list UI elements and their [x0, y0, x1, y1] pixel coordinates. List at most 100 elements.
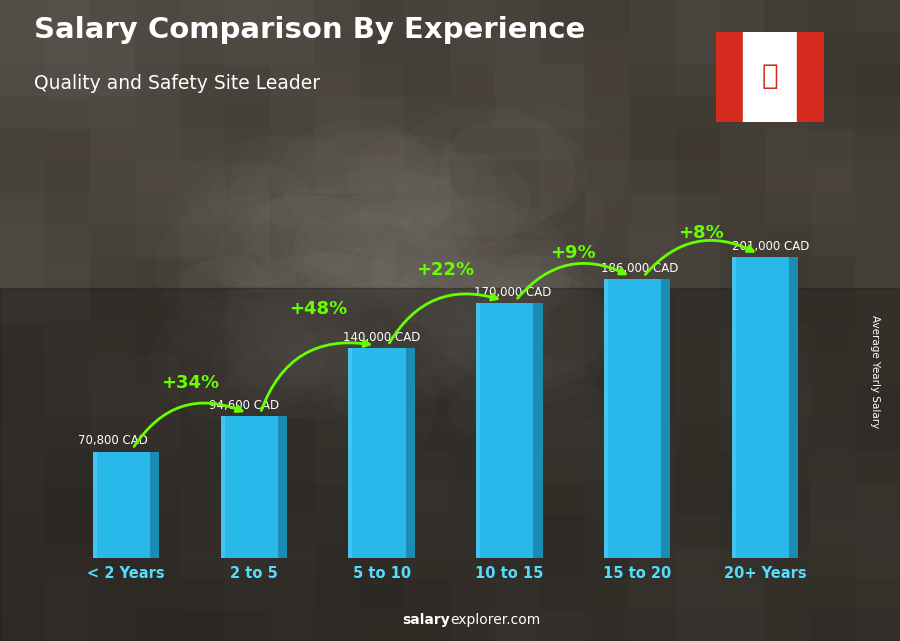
Bar [855, 224, 900, 256]
Bar [225, 288, 270, 320]
Bar [585, 449, 630, 481]
Bar [630, 577, 675, 609]
Circle shape [205, 133, 331, 223]
Bar [540, 513, 585, 545]
Bar [405, 320, 450, 353]
Bar [270, 417, 315, 449]
Bar [270, 0, 315, 32]
Bar [360, 224, 405, 256]
Text: explorer.com: explorer.com [450, 613, 540, 627]
Text: Average Yearly Salary: Average Yearly Salary [869, 315, 880, 428]
Bar [225, 32, 270, 64]
Bar [225, 96, 270, 128]
Circle shape [167, 292, 332, 408]
Bar [855, 192, 900, 224]
Bar [630, 64, 675, 96]
Bar [45, 577, 90, 609]
Bar [315, 224, 360, 256]
Bar [630, 385, 675, 417]
Bar [90, 545, 135, 577]
Bar [0, 320, 45, 353]
Bar [742, 32, 796, 122]
Bar [225, 513, 270, 545]
Text: +34%: +34% [161, 374, 219, 392]
Circle shape [210, 185, 274, 230]
Bar [810, 320, 855, 353]
Bar [720, 353, 765, 385]
Bar [135, 256, 180, 288]
Bar [315, 32, 360, 64]
Bar [765, 577, 810, 609]
Bar [0, 417, 45, 449]
Bar [135, 32, 180, 64]
Bar [604, 279, 608, 558]
Bar [585, 353, 630, 385]
Bar [732, 257, 798, 558]
Bar [135, 96, 180, 128]
Text: Salary Comparison By Experience: Salary Comparison By Experience [34, 16, 586, 44]
Bar [135, 385, 180, 417]
Bar [225, 128, 270, 160]
Bar [270, 64, 315, 96]
Circle shape [212, 288, 412, 431]
Bar [855, 160, 900, 192]
Bar [810, 32, 855, 64]
Bar [180, 417, 225, 449]
Bar [855, 353, 900, 385]
Text: Quality and Safety Site Leader: Quality and Safety Site Leader [34, 74, 320, 93]
Bar [270, 96, 315, 128]
Bar [180, 385, 225, 417]
Bar [135, 288, 180, 320]
Bar [0, 609, 45, 641]
Bar [45, 288, 90, 320]
Bar [405, 0, 450, 32]
Bar [45, 160, 90, 192]
Bar [540, 224, 585, 256]
Bar [495, 96, 540, 128]
Bar [855, 0, 900, 32]
Bar [270, 577, 315, 609]
Circle shape [215, 366, 296, 424]
Text: +48%: +48% [289, 301, 347, 319]
Bar [585, 417, 630, 449]
Bar [225, 353, 270, 385]
Bar [180, 320, 225, 353]
Bar [45, 0, 90, 32]
Bar [476, 303, 480, 558]
Bar [585, 545, 630, 577]
Bar [810, 128, 855, 160]
Circle shape [287, 140, 439, 248]
Bar [270, 288, 315, 320]
Bar [450, 577, 495, 609]
Bar [360, 609, 405, 641]
Bar [495, 160, 540, 192]
Circle shape [443, 287, 621, 413]
Bar [405, 128, 450, 160]
Bar [855, 96, 900, 128]
Bar [675, 577, 720, 609]
Bar [45, 481, 90, 513]
Bar [495, 224, 540, 256]
Bar [225, 417, 270, 449]
Bar [675, 256, 720, 288]
Bar [450, 160, 495, 192]
Bar [180, 160, 225, 192]
Bar [270, 353, 315, 385]
Bar [495, 288, 540, 320]
Bar [405, 449, 450, 481]
Bar [405, 256, 450, 288]
Bar [720, 0, 765, 32]
Bar [540, 288, 585, 320]
Bar [450, 320, 495, 353]
Bar [585, 320, 630, 353]
Bar [0, 513, 45, 545]
Bar [315, 128, 360, 160]
Text: 140,000 CAD: 140,000 CAD [343, 331, 420, 344]
Bar [540, 417, 585, 449]
Bar [495, 385, 540, 417]
Bar [675, 449, 720, 481]
Bar [90, 449, 135, 481]
Bar [630, 320, 675, 353]
Bar [225, 64, 270, 96]
Bar [225, 385, 270, 417]
